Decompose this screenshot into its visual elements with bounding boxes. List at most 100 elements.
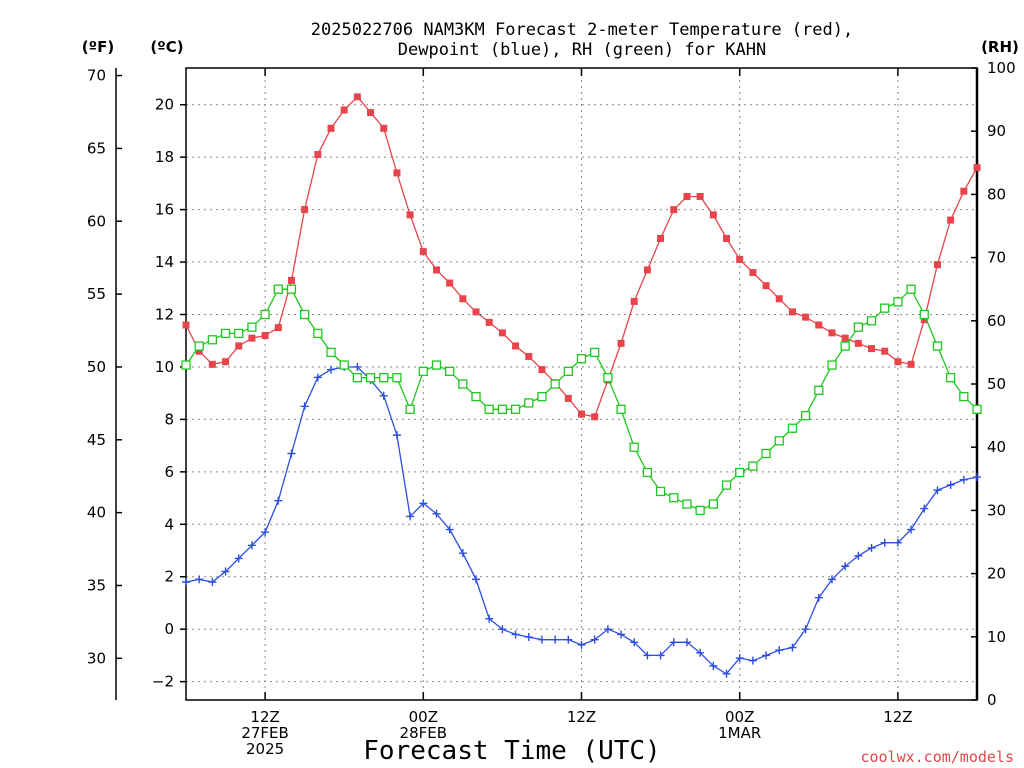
chart-title-line-1: 2025022706 NAM3KM Forecast 2-meter Tempe… [311, 20, 853, 40]
point-rh-17 [405, 404, 415, 414]
point-rh-30 [576, 354, 587, 364]
point-temperature-10 [314, 151, 322, 159]
x-tick-label-3-1: 1MAR [718, 724, 761, 742]
point-temperature-54 [894, 358, 902, 366]
point-temperature-24 [498, 329, 506, 337]
point-temperature-13 [353, 93, 361, 101]
point-temperature-23 [485, 318, 493, 326]
c-tick-label-1: 0 [164, 620, 174, 638]
point-dewpoint-51 [854, 551, 863, 560]
rh-tick-label-5: 50 [987, 375, 1006, 393]
point-rh-60 [972, 404, 982, 414]
rh-tick-label-10: 100 [987, 59, 1016, 77]
point-rh-8 [286, 284, 297, 294]
point-temperature-46 [788, 308, 796, 316]
tick-labels: −2 0 2 4 6 8 10 12 14 16 18 20 30 35 40 45 50 55 60 65 70 0 10… [87, 59, 1016, 758]
point-dewpoint-45 [775, 646, 784, 655]
point-rh-34 [629, 442, 639, 452]
point-rh-32 [603, 373, 613, 383]
point-temperature-44 [762, 282, 770, 290]
point-temperature-15 [380, 124, 388, 132]
point-rh-20 [445, 366, 455, 377]
point-dewpoint-8 [287, 449, 296, 458]
point-rh-49 [827, 360, 837, 370]
chart-title-line-2: Dewpoint (blue), RH (green) for KAHN [398, 40, 766, 60]
point-rh-21 [458, 379, 468, 389]
point-dewpoint-30 [577, 640, 586, 649]
point-dewpoint-1 [195, 575, 204, 584]
point-dewpoint-21 [458, 549, 467, 558]
point-rh-2 [207, 335, 218, 345]
x-tick-label-1-0: 00Z [409, 708, 438, 726]
point-dewpoint-41 [722, 669, 731, 678]
point-temperature-42 [736, 255, 744, 263]
point-dewpoint-3 [221, 567, 230, 576]
rh-tick-label-1: 10 [987, 628, 1006, 646]
f-tick-label-2: 40 [87, 504, 106, 522]
point-dewpoint-7 [274, 496, 283, 505]
f-tick-label-7: 65 [87, 139, 106, 157]
point-dewpoint-20 [445, 525, 454, 534]
f-tick-label-0: 30 [87, 649, 106, 667]
rh-tick-label-6: 60 [987, 312, 1006, 330]
point-dewpoint-42 [735, 654, 744, 663]
point-dewpoint-34 [630, 638, 639, 647]
rh-tick-label-3: 30 [987, 501, 1006, 519]
point-temperature-56 [920, 316, 928, 324]
point-rh-7 [273, 284, 283, 294]
point-dewpoint-58 [946, 480, 955, 489]
x-tick-label-2-0: 12Z [567, 708, 596, 726]
point-temperature-29 [564, 394, 572, 402]
point-temperature-34 [630, 297, 638, 305]
point-temperature-1 [195, 347, 203, 355]
point-dewpoint-22 [472, 575, 481, 584]
series-temperature [182, 93, 981, 421]
point-rh-26 [524, 398, 534, 408]
point-dewpoint-29 [564, 635, 573, 644]
point-temperature-30 [578, 410, 585, 418]
point-rh-37 [669, 493, 679, 503]
point-rh-50 [840, 341, 850, 351]
rh-tick-label-0: 0 [987, 691, 997, 709]
point-dewpoint-10 [313, 373, 322, 382]
point-rh-1 [194, 341, 204, 351]
point-rh-58 [945, 373, 956, 383]
point-dewpoint-32 [603, 625, 612, 634]
point-rh-9 [299, 309, 310, 320]
point-dewpoint-35 [643, 651, 652, 660]
point-dewpoint-19 [432, 509, 441, 518]
point-rh-13 [352, 373, 363, 383]
point-dewpoint-27 [537, 635, 546, 644]
point-temperature-12 [340, 106, 348, 114]
point-dewpoint-57 [933, 486, 942, 495]
point-rh-29 [563, 366, 573, 377]
point-temperature-39 [696, 192, 704, 200]
point-dewpoint-5 [247, 541, 256, 550]
unit-rh: (RH) [981, 38, 1019, 56]
point-dewpoint-52 [867, 543, 876, 552]
point-rh-53 [880, 303, 890, 313]
rh-tick-label-8: 80 [987, 185, 1006, 203]
point-temperature-47 [802, 313, 810, 321]
point-temperature-9 [301, 206, 309, 214]
rh-tick-label-7: 70 [987, 249, 1006, 267]
point-rh-54 [893, 297, 903, 307]
point-dewpoint-38 [682, 638, 691, 647]
point-rh-48 [814, 385, 824, 395]
point-rh-52 [866, 316, 877, 326]
point-temperature-17 [406, 211, 414, 219]
point-rh-55 [906, 284, 916, 294]
f-tick-label-4: 50 [87, 358, 106, 376]
point-dewpoint-23 [485, 614, 494, 623]
point-temperature-5 [248, 334, 256, 342]
point-temperature-3 [222, 358, 230, 366]
point-temperature-0 [182, 321, 190, 329]
point-dewpoint-48 [814, 593, 823, 602]
c-tick-label-10: 18 [155, 148, 174, 166]
point-dewpoint-55 [907, 525, 916, 534]
point-temperature-36 [657, 234, 665, 242]
point-dewpoint-25 [511, 630, 520, 639]
point-rh-57 [932, 341, 943, 351]
point-dewpoint-17 [406, 512, 415, 521]
point-temperature-53 [881, 347, 889, 355]
